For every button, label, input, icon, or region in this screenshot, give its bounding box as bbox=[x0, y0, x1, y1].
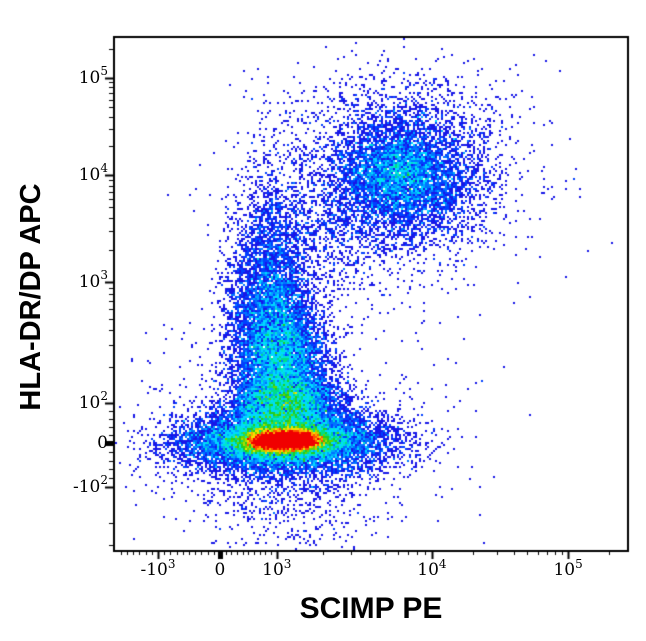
x-tick-label: 103 bbox=[262, 557, 292, 580]
tick-exponent: 2 bbox=[100, 389, 108, 404]
tick-exponent: 3 bbox=[283, 557, 292, 571]
tick-exponent: 4 bbox=[438, 557, 447, 571]
y-tick-label: 10 2 bbox=[78, 389, 108, 414]
tick-exponent: 3 bbox=[100, 268, 108, 283]
y-tick-label: -10 2 bbox=[72, 473, 108, 498]
y-tick-label: 10 3 bbox=[78, 268, 108, 293]
x-tick-label: 105 bbox=[553, 557, 583, 580]
x-axis-title: SCIMP PE bbox=[299, 592, 443, 625]
y-tick-label: 10 5 bbox=[78, 63, 108, 88]
tick-exponent: 4 bbox=[100, 161, 108, 176]
tick-exponent: 2 bbox=[100, 473, 108, 488]
x-tick-label: 104 bbox=[417, 557, 447, 580]
x-tick-label: -103 bbox=[140, 557, 176, 580]
tick-exponent: 3 bbox=[167, 557, 176, 571]
y-tick-label: 0 bbox=[97, 432, 108, 453]
x-tick-label: 0 bbox=[214, 560, 226, 580]
tick-exponent: 5 bbox=[575, 557, 583, 571]
y-tick-label: 10 4 bbox=[78, 161, 108, 186]
y-axis-title: HLA-DR/DP APC bbox=[15, 183, 47, 411]
tick-exponent: 5 bbox=[100, 63, 108, 78]
